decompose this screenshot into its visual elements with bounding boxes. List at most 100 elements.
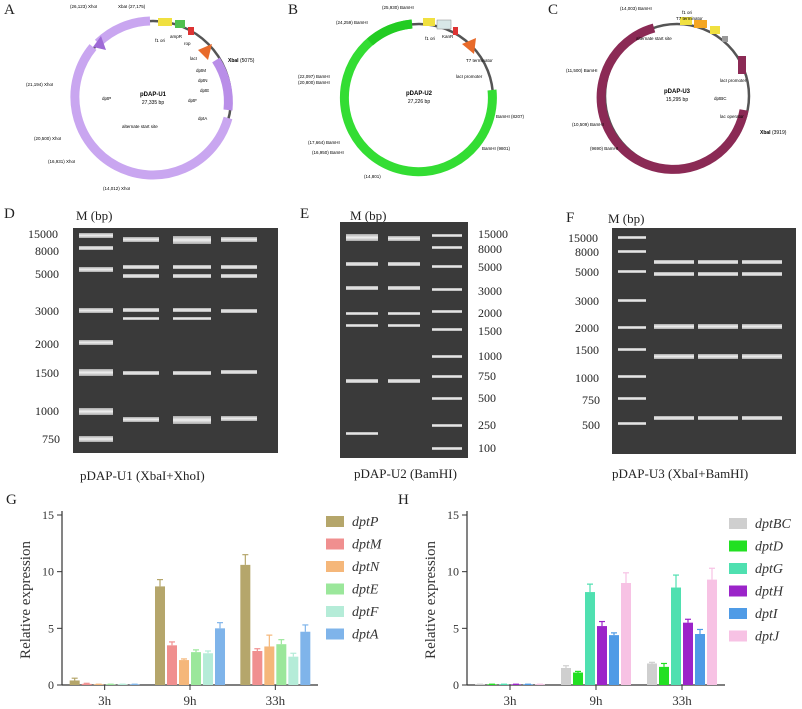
ladder-label: 15000 — [478, 227, 508, 241]
ladder-label: 500 — [478, 391, 496, 405]
legend-label: dptF — [352, 605, 379, 620]
ladder-label: 2000 — [478, 306, 502, 320]
site-label-b-5: BamHI (9801) — [482, 146, 511, 151]
y-tick-label: 5 — [48, 621, 54, 635]
legend-label: dptG — [755, 562, 783, 577]
site-label-a-4: (20,500) XhoI — [34, 136, 61, 141]
site-label-a-2: XbaI (5075) — [228, 58, 255, 64]
bar — [621, 583, 631, 685]
legend-label: dptJ — [755, 630, 780, 645]
gel-m-label-f: M (bp) — [608, 211, 645, 226]
ladder-label: 1000 — [575, 371, 599, 385]
feature-label-a-dpta: dptA — [198, 116, 207, 121]
ladder-label: 250 — [478, 418, 496, 432]
bar — [683, 622, 693, 685]
plasmid-size-b: 27,226 bp — [408, 99, 430, 105]
bar — [276, 644, 287, 685]
ladder-label: 5000 — [575, 265, 599, 279]
y-tick-label: 15 — [447, 508, 459, 522]
legend-label: dptBC — [755, 517, 791, 532]
ladder-label: 8000 — [478, 242, 502, 256]
feature-label-a-dptn: dptN — [198, 78, 208, 83]
gel-caption-f: pDAP-U3 (XbaI+BamHI) — [612, 466, 749, 481]
ladder-label: 100 — [478, 441, 496, 455]
feature-label-a-dpte: dptE — [200, 88, 209, 93]
site-label-c-0: (14,003) BamHI — [620, 6, 652, 11]
bar — [585, 592, 595, 685]
site-label-a-5: (16,931) XhoI — [48, 159, 75, 164]
bar — [300, 631, 311, 685]
gel-m-label-e: M (bp) — [350, 208, 387, 223]
site-label-c-1: (11,500) BamHI — [566, 68, 597, 73]
feature-label-a-dptf: dptF — [188, 98, 197, 103]
site-label-b-3: (20,800) BamHI — [298, 80, 330, 85]
panel-letter-h: H — [398, 492, 409, 508]
ladder-label: 2000 — [35, 337, 59, 351]
x-tick-label: 9h — [184, 693, 198, 707]
x-tick-label: 3h — [504, 693, 518, 707]
bar-chart-g: 0 5 10 15 Relative expression 3h 9h 33h dptP dptM… — [18, 508, 383, 707]
bar — [561, 668, 571, 685]
feature-label-c-alt: alternate start site — [636, 36, 672, 41]
bar — [81, 683, 92, 685]
y-tick-label: 5 — [453, 621, 459, 635]
bar — [573, 672, 583, 685]
feature-label-c-t7: T7 terminator — [676, 16, 703, 21]
legend-swatch — [326, 516, 344, 527]
legend-label: dptH — [755, 585, 784, 600]
panel-letter-b: B — [288, 2, 299, 18]
y-tick-label: 10 — [42, 565, 54, 579]
site-label-c-3: (9690) BamHI — [590, 146, 618, 151]
site-label-a-6: (14,012) XhoI — [103, 186, 130, 191]
legend-swatch — [729, 608, 747, 619]
ladder-label: 1500 — [35, 366, 59, 380]
feature-label-c-dptbc: dptBC — [714, 96, 727, 101]
ladder-label: 750 — [582, 393, 600, 407]
legend-label: dptA — [352, 628, 379, 643]
legend-swatch — [326, 538, 344, 550]
legend-label: dptM — [352, 538, 383, 553]
gel-image-f — [612, 228, 796, 454]
ladder-label: 3000 — [575, 294, 599, 308]
bar — [659, 666, 669, 685]
feature-label-a-laci: lacI — [190, 56, 197, 61]
site-label-b-6: (17,664) BamHI — [308, 140, 340, 145]
feature-label-a-rop: rop — [184, 41, 191, 46]
feature-label-c-laci: lacI promoter — [720, 78, 747, 83]
bar — [695, 634, 705, 685]
panel-letter-e: E — [300, 206, 310, 222]
ladder-label: 500 — [582, 418, 600, 432]
bar — [191, 652, 201, 685]
bar — [155, 586, 165, 685]
ladder-label: 1000 — [478, 349, 502, 363]
panel-letter-f: F — [566, 210, 575, 226]
legend-label: dptD — [755, 540, 783, 555]
ladder-label: 15000 — [568, 231, 598, 245]
y-tick-label: 0 — [453, 678, 459, 692]
site-label-c-4: XbaI (3919) — [760, 130, 787, 136]
feature-label-a-ampr: ampR — [170, 34, 183, 39]
bar — [609, 635, 619, 685]
ladder-label: 3000 — [35, 304, 59, 318]
panel-letter-d: D — [4, 206, 15, 222]
gel-image-e — [340, 222, 468, 458]
bar — [215, 628, 225, 685]
legend-swatch — [326, 606, 344, 617]
bar — [647, 663, 657, 685]
plasmid-map-a: pDAP-U1 27,335 bp f1 ori ampR rop lacI d… — [26, 4, 255, 191]
bar — [707, 579, 717, 685]
site-label-b-4: BamHI (8207) — [496, 114, 525, 119]
legend-swatch — [326, 628, 344, 640]
plasmid-name-a: pDAP-U1 — [140, 92, 167, 98]
ladder-label: 5000 — [35, 267, 59, 281]
legend-swatch — [729, 563, 747, 574]
bar — [597, 626, 607, 685]
y-axis-label: Relative expression — [18, 541, 34, 659]
site-label-b-8: (14,801) — [364, 174, 381, 179]
site-label-a-3: (21,194) XhoI — [26, 82, 53, 87]
plasmid-name-c: pDAP-U3 — [664, 89, 691, 95]
ladder-label: 15000 — [28, 227, 58, 241]
legend-swatch — [729, 585, 747, 597]
bar-chart-h: 0 5 10 15 Relative expression 3h 9h 33h dptBC dpt… — [423, 508, 791, 707]
feature-label-b-laci: lacI promoter — [456, 74, 483, 79]
